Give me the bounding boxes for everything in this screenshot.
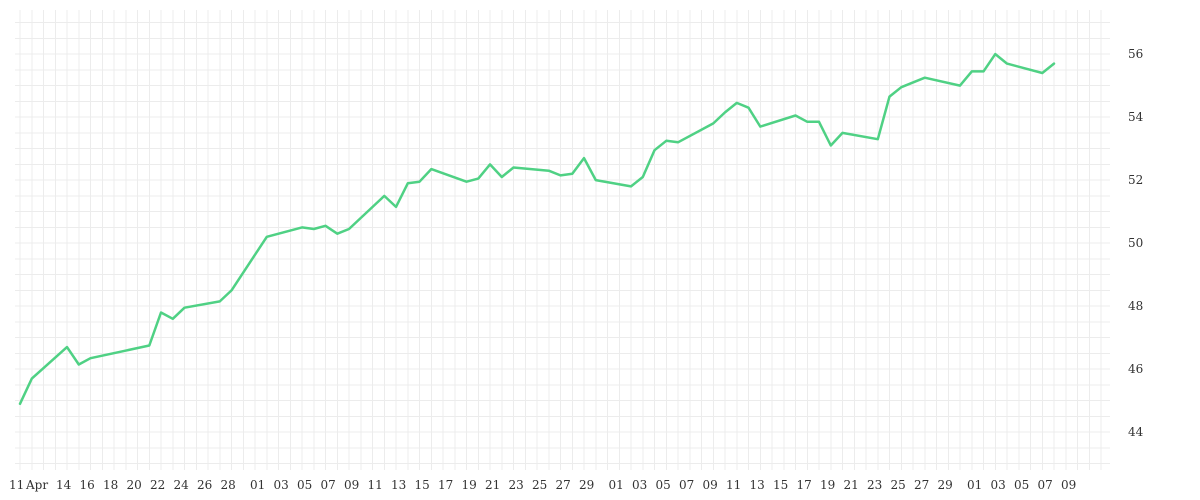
x-tick-label: 13	[391, 478, 406, 492]
x-tick-label: 07	[679, 478, 694, 492]
x-tick-label: 01	[967, 478, 982, 492]
x-tick-label: 11	[9, 478, 24, 492]
y-tick-label: 52	[1128, 173, 1143, 187]
x-tick-label: 07	[321, 478, 336, 492]
x-tick-label: 24	[174, 478, 190, 492]
x-tick-label: 19	[462, 478, 477, 492]
x-tick-label: 14	[56, 478, 72, 492]
x-tick-label: 11	[368, 478, 383, 492]
x-tick-label: 19	[820, 478, 835, 492]
x-tick-label: 29	[938, 478, 953, 492]
x-tick-label: 20	[127, 478, 142, 492]
x-tick-label: 09	[344, 478, 359, 492]
x-tick-label: 21	[844, 478, 859, 492]
x-tick-label: 23	[867, 478, 882, 492]
y-tick-label: 48	[1128, 299, 1143, 313]
y-axis-tick-labels: 44 46 48 50 52 54 56	[1128, 47, 1144, 439]
x-tick-label: 25	[532, 478, 547, 492]
x-tick-label: 01	[609, 478, 624, 492]
x-tick-label: 22	[150, 478, 165, 492]
horizontal-gridlines	[15, 22, 1110, 465]
x-tick-label: 25	[891, 478, 906, 492]
x-tick-label: 13	[750, 478, 765, 492]
x-tick-label: 09	[1061, 478, 1076, 492]
x-tick-label: 28	[221, 478, 236, 492]
y-tick-label: 50	[1128, 236, 1143, 250]
x-tick-label: Apr	[25, 478, 48, 492]
x-tick-label: 15	[773, 478, 788, 492]
x-axis-tick-labels: 11 Apr 14 16 18 20 22 24 26 28 01 03 05 07 09 11 13 15 17 1…	[9, 478, 1076, 492]
x-tick-label: 18	[103, 478, 118, 492]
y-tick-label: 46	[1128, 362, 1143, 376]
x-tick-label: 16	[80, 478, 95, 492]
x-tick-label: 03	[991, 478, 1006, 492]
x-tick-label: 27	[914, 478, 929, 492]
x-tick-label: 03	[632, 478, 647, 492]
y-tick-label: 54	[1128, 110, 1144, 124]
x-tick-label: 07	[1038, 478, 1053, 492]
x-tick-label: 23	[509, 478, 524, 492]
y-tick-label: 44	[1128, 425, 1144, 439]
x-tick-label: 27	[556, 478, 571, 492]
vertical-gridlines	[19, 10, 1102, 470]
x-tick-label: 26	[197, 478, 212, 492]
x-tick-label: 01	[250, 478, 265, 492]
x-tick-label: 09	[703, 478, 718, 492]
x-tick-label: 03	[274, 478, 289, 492]
x-tick-label: 21	[485, 478, 500, 492]
series-line	[18, 52, 1056, 406]
x-tick-label: 15	[415, 478, 430, 492]
x-tick-label: 17	[438, 478, 453, 492]
x-tick-label: 29	[579, 478, 594, 492]
y-tick-label: 56	[1128, 47, 1143, 61]
x-tick-label: 05	[1014, 478, 1029, 492]
series-layer	[18, 52, 1056, 406]
x-tick-label: 17	[797, 478, 812, 492]
x-tick-label: 05	[297, 478, 312, 492]
x-tick-label: 05	[656, 478, 671, 492]
x-tick-label: 11	[726, 478, 741, 492]
